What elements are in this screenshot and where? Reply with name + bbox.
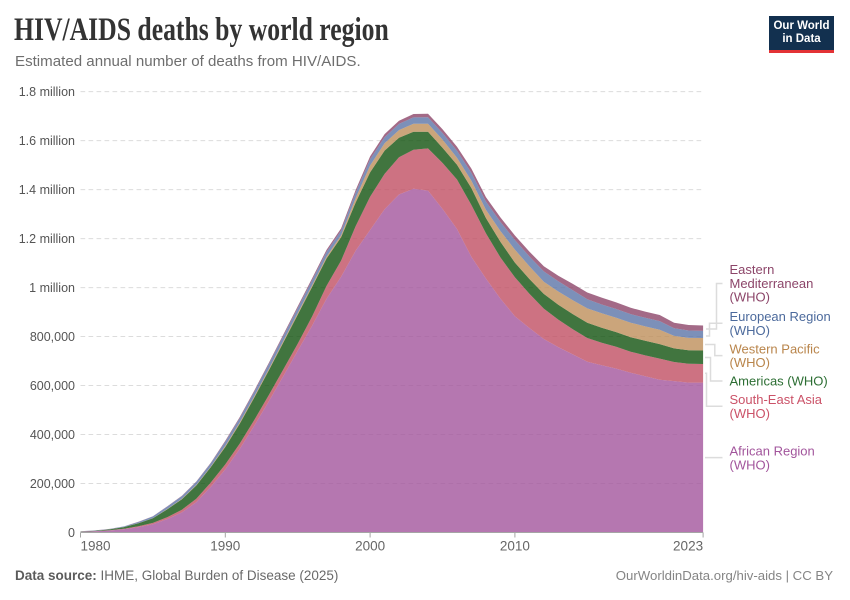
svg-text:0: 0 xyxy=(68,526,75,540)
svg-text:600,000: 600,000 xyxy=(30,379,75,393)
svg-text:1990: 1990 xyxy=(210,539,240,554)
svg-text:African Region: African Region xyxy=(730,444,815,459)
svg-text:1980: 1980 xyxy=(81,539,111,554)
svg-text:800,000: 800,000 xyxy=(30,330,75,344)
svg-text:2000: 2000 xyxy=(355,539,385,554)
svg-text:(WHO): (WHO) xyxy=(730,457,770,472)
svg-text:1.8 million: 1.8 million xyxy=(19,85,75,99)
svg-text:1 million: 1 million xyxy=(29,281,75,295)
svg-text:2023: 2023 xyxy=(673,539,703,554)
svg-text:2010: 2010 xyxy=(500,539,530,554)
svg-text:Eastern: Eastern xyxy=(730,262,775,277)
svg-text:1.6 million: 1.6 million xyxy=(19,134,75,148)
svg-text:(WHO): (WHO) xyxy=(730,290,770,305)
svg-text:1.2 million: 1.2 million xyxy=(19,232,75,246)
svg-text:(WHO): (WHO) xyxy=(730,323,770,338)
svg-text:Americas (WHO): Americas (WHO) xyxy=(730,374,828,389)
svg-text:1.4 million: 1.4 million xyxy=(19,183,75,197)
svg-text:Western Pacific: Western Pacific xyxy=(730,341,821,356)
svg-text:200,000: 200,000 xyxy=(30,477,75,491)
svg-text:European Region: European Region xyxy=(730,309,831,324)
svg-text:Mediterranean: Mediterranean xyxy=(730,276,814,291)
svg-text:(WHO): (WHO) xyxy=(730,406,770,421)
svg-text:(WHO): (WHO) xyxy=(730,355,770,370)
svg-text:South-East Asia: South-East Asia xyxy=(730,392,823,407)
svg-text:400,000: 400,000 xyxy=(30,428,75,442)
